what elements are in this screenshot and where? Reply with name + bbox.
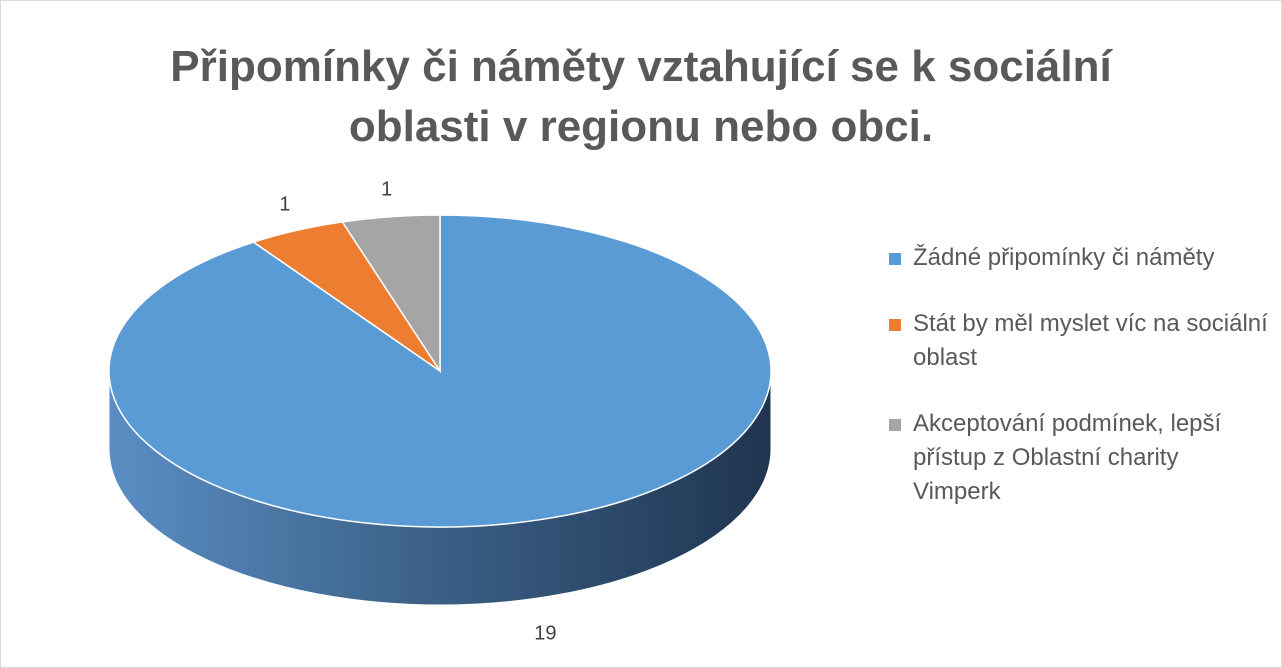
data-label: 19 xyxy=(534,622,556,644)
chart-title: Připomínky či náměty vztahující se k soc… xyxy=(170,42,1112,151)
legend-swatch xyxy=(889,419,901,431)
pie-slice xyxy=(341,214,441,374)
legend-entry: Žádné připomínky či náměty xyxy=(889,241,1269,275)
legend-label: Stát by měl myslet víc na sociální oblas… xyxy=(913,310,1268,371)
legend-swatch xyxy=(889,253,901,265)
legend: Žádné připomínky či náměty Stát by měl my… xyxy=(889,241,1269,541)
data-label: 1 xyxy=(279,193,290,215)
legend-swatch xyxy=(889,319,901,331)
legend-entry: Akceptování podmínek, lepší přístup z Ob… xyxy=(889,407,1269,509)
legend-entry: Stát by měl myslet víc na sociální oblas… xyxy=(889,307,1269,375)
legend-label: Akceptování podmínek, lepší přístup z Ob… xyxy=(913,410,1222,505)
legend-label: Žádné připomínky či náměty xyxy=(913,244,1215,271)
data-label: 1 xyxy=(381,179,392,201)
